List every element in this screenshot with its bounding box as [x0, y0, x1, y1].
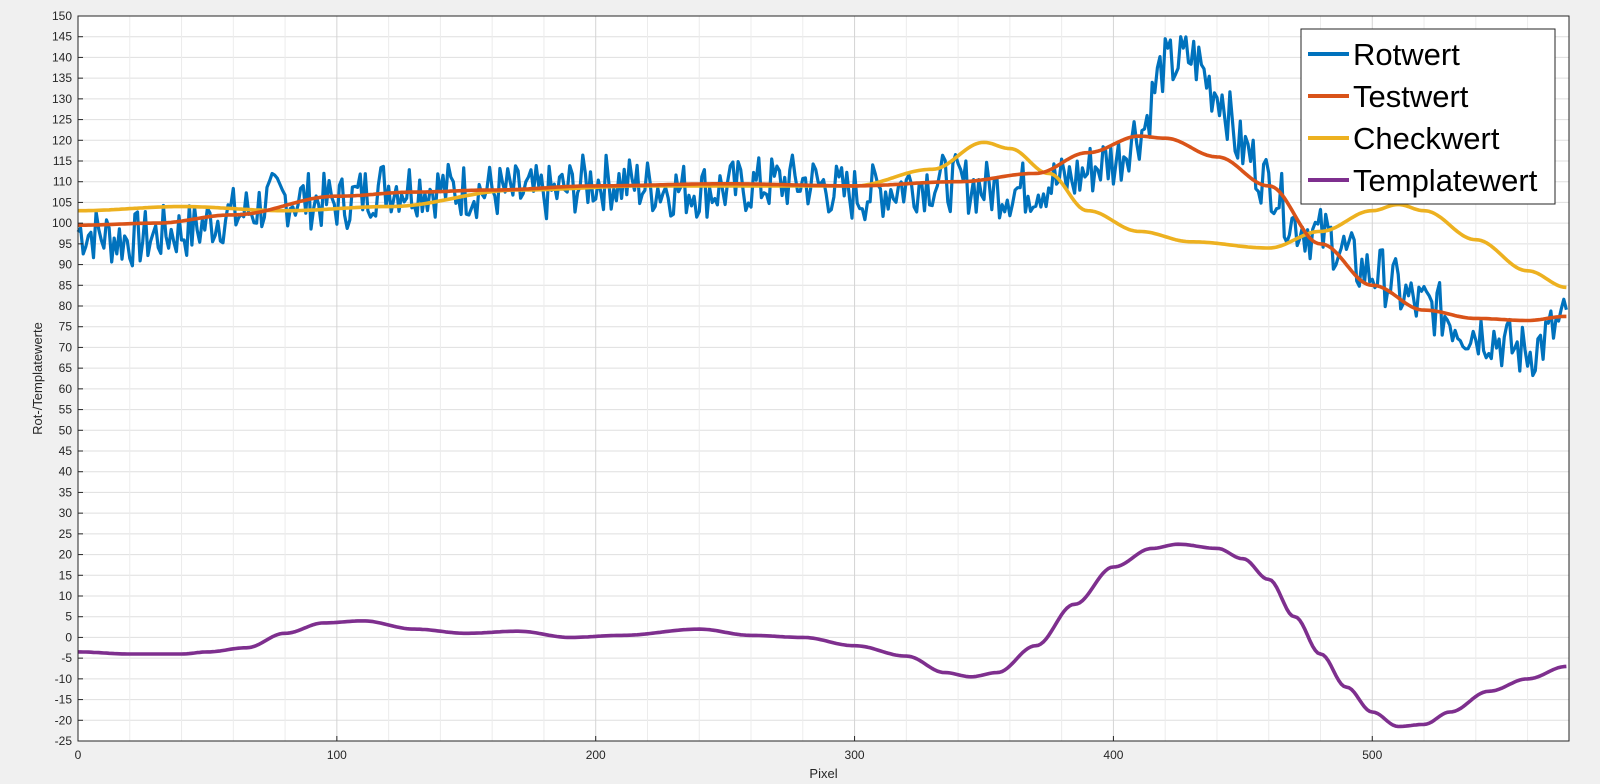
x-tick-label: 300	[845, 748, 865, 762]
y-tick-label: 145	[52, 30, 72, 44]
y-tick-label: 10	[59, 589, 73, 603]
series-line-rotwert	[76, 35, 1568, 378]
x-tick-label: 0	[75, 748, 82, 762]
y-tick-label: 85	[59, 278, 73, 292]
y-tick-label: 110	[53, 175, 72, 189]
y-tick-label: 130	[52, 92, 72, 106]
legend-label: Checkwert	[1353, 121, 1500, 156]
y-tick-label: 15	[59, 568, 73, 582]
legend-box	[1300, 28, 1556, 205]
y-tick-label: 30	[59, 506, 73, 520]
y-axis-label: Rot-/Templatewerte	[30, 322, 45, 435]
y-tick-label: 95	[59, 237, 73, 251]
legend: Rotwert Testwert Checkwert Templatewert	[1300, 28, 1556, 205]
y-tick-label: 140	[52, 50, 72, 64]
plot-border	[77, 15, 1570, 742]
y-tick-label: 75	[59, 320, 73, 334]
x-tick-label: 100	[327, 748, 347, 762]
y-tick-label: -5	[61, 651, 72, 665]
y-tick-label: 25	[59, 527, 73, 541]
y-tick-label: 90	[59, 258, 73, 272]
y-tick-label: 120	[52, 133, 72, 147]
legend-label: Templatewert	[1353, 163, 1538, 198]
y-tick-label: 45	[59, 444, 73, 458]
y-tick-label: 5	[65, 610, 72, 624]
y-tick-label: 55	[59, 403, 73, 417]
series-layer	[76, 35, 1568, 729]
y-tick-label: 80	[59, 299, 73, 313]
y-tick-label: 105	[52, 195, 72, 209]
y-tick-label: 125	[52, 113, 72, 127]
y-tick-label: -10	[55, 672, 73, 686]
x-tick-label: 500	[1362, 748, 1382, 762]
legend-label: Testwert	[1353, 79, 1469, 114]
y-tick-label: 70	[59, 340, 73, 354]
y-tick-label: 150	[52, 9, 72, 23]
y-tick-label: 20	[59, 548, 73, 562]
y-tick-label: 50	[59, 423, 73, 437]
y-tick-label: -15	[55, 693, 73, 707]
y-tick-label: 60	[59, 382, 73, 396]
legend-label: Rotwert	[1353, 37, 1460, 72]
y-tick-label: 65	[59, 361, 73, 375]
y-tick-label: 0	[65, 630, 72, 644]
y-tick-label: 100	[52, 216, 72, 230]
y-tick-label: 40	[59, 465, 73, 479]
series-line-templatewert	[78, 542, 1567, 729]
x-tick-label: 200	[586, 748, 606, 762]
y-tick-label: -25	[55, 734, 73, 748]
y-tick-label: -20	[55, 713, 73, 727]
y-tick-label: 115	[53, 154, 72, 168]
x-tick-label: 400	[1103, 748, 1123, 762]
series-line-testwert	[78, 134, 1567, 323]
x-axis-label: Pixel	[809, 766, 837, 781]
axis-ticks: -25 -20 -15 -10 -5 0 5 10 15 20 25 30 35 40 45 50 55 60 65…	[52, 9, 1383, 762]
y-tick-label: 35	[59, 485, 73, 499]
y-tick-label: 135	[52, 71, 72, 85]
